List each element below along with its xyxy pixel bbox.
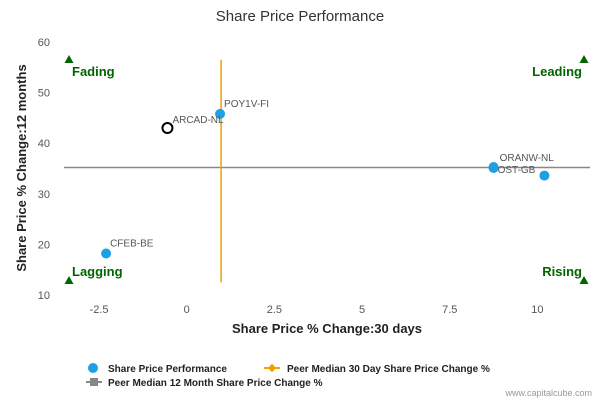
legend-label-share-price: Share Price Performance bbox=[108, 364, 227, 375]
y-tick-label: 10 bbox=[38, 290, 50, 302]
quadrant-marker-top-right bbox=[579, 55, 589, 63]
x-tick-label: 7.5 bbox=[442, 304, 457, 316]
legend-marker-peer-30d bbox=[267, 363, 277, 373]
y-axis-title: Share Price % Change:12 months bbox=[14, 64, 29, 271]
x-tick-label: 5 bbox=[359, 304, 365, 316]
legend-item-share-price[interactable]: Share Price Performance bbox=[88, 363, 227, 375]
quadrant-marker-bottom-right bbox=[579, 276, 589, 284]
data-point bbox=[488, 162, 499, 173]
legend: Share Price Performance Peer Median 30 D… bbox=[86, 363, 490, 389]
y-tick-label: 40 bbox=[38, 138, 50, 150]
credit-text: www.capitalcube.com bbox=[504, 388, 592, 398]
x-axis-title: Share Price % Change:30 days bbox=[232, 321, 422, 336]
data-point bbox=[539, 170, 550, 181]
legend-label-peer-12m: Peer Median 12 Month Share Price Change … bbox=[108, 378, 323, 389]
data-point-label: ORANW-NL bbox=[500, 153, 555, 164]
data-point-label: CFEB-BE bbox=[110, 239, 154, 250]
quadrant-label-fading: Fading bbox=[72, 64, 115, 79]
quadrant-label-rising: Rising bbox=[542, 264, 582, 279]
quadrant-marker-top-left bbox=[64, 55, 74, 63]
chart-title: Share Price Performance bbox=[216, 8, 384, 25]
legend-label-peer-30d: Peer Median 30 Day Share Price Change % bbox=[287, 364, 490, 375]
x-tick-label: 2.5 bbox=[267, 304, 282, 316]
y-tick-label: 20 bbox=[38, 239, 50, 251]
legend-marker-share-price bbox=[88, 363, 98, 373]
data-point-label: OST-GB bbox=[498, 165, 536, 176]
plot-area: -2.5 0 2.5 5 7.5 10 10 20 30 40 50 60 Fading Leading L… bbox=[38, 37, 590, 316]
legend-item-peer-30d[interactable]: Peer Median 30 Day Share Price Change % bbox=[264, 363, 490, 375]
data-point bbox=[215, 108, 226, 119]
quadrant-label-lagging: Lagging bbox=[72, 264, 123, 279]
x-tick-label: 10 bbox=[531, 304, 543, 316]
highlight-point-label: ARCAD-NL bbox=[172, 115, 224, 126]
quadrant-marker-bottom-left bbox=[64, 276, 74, 284]
y-tick-label: 50 bbox=[38, 88, 50, 100]
data-point bbox=[101, 248, 112, 259]
legend-item-peer-12m[interactable]: Peer Median 12 Month Share Price Change … bbox=[86, 378, 323, 389]
quadrant-label-leading: Leading bbox=[532, 64, 582, 79]
highlight-point bbox=[161, 122, 174, 135]
legend-marker-peer-12m bbox=[90, 378, 98, 386]
data-point-label: POY1V-FI bbox=[224, 99, 269, 110]
x-tick-label: -2.5 bbox=[90, 304, 109, 316]
y-tick-label: 30 bbox=[38, 189, 50, 201]
y-tick-label: 60 bbox=[38, 37, 50, 49]
x-tick-label: 0 bbox=[184, 304, 190, 316]
